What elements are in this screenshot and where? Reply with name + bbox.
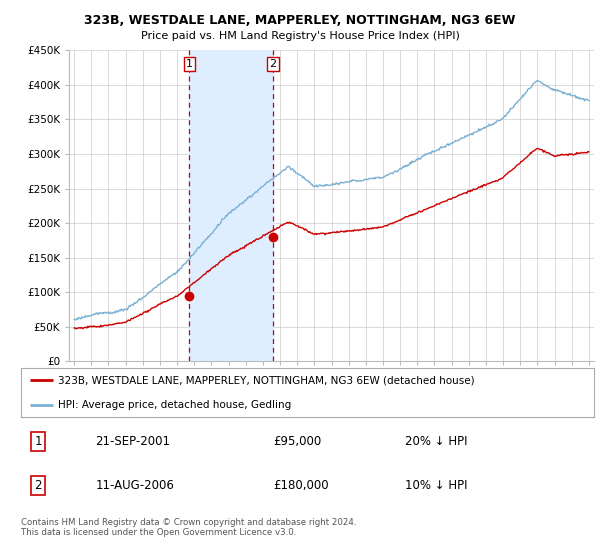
Text: 1: 1 [186, 59, 193, 69]
Text: £180,000: £180,000 [273, 479, 329, 492]
Text: Contains HM Land Registry data © Crown copyright and database right 2024.
This d: Contains HM Land Registry data © Crown c… [21, 518, 356, 538]
Text: 11-AUG-2006: 11-AUG-2006 [95, 479, 175, 492]
Text: 20% ↓ HPI: 20% ↓ HPI [405, 435, 467, 449]
Text: 1: 1 [34, 435, 42, 449]
Text: 10% ↓ HPI: 10% ↓ HPI [405, 479, 467, 492]
Text: HPI: Average price, detached house, Gedling: HPI: Average price, detached house, Gedl… [58, 400, 292, 410]
Text: 323B, WESTDALE LANE, MAPPERLEY, NOTTINGHAM, NG3 6EW: 323B, WESTDALE LANE, MAPPERLEY, NOTTINGH… [85, 14, 515, 27]
Text: £95,000: £95,000 [273, 435, 322, 449]
Text: Price paid vs. HM Land Registry's House Price Index (HPI): Price paid vs. HM Land Registry's House … [140, 31, 460, 41]
Text: 21-SEP-2001: 21-SEP-2001 [95, 435, 170, 449]
Text: 2: 2 [34, 479, 42, 492]
Text: 323B, WESTDALE LANE, MAPPERLEY, NOTTINGHAM, NG3 6EW (detached house): 323B, WESTDALE LANE, MAPPERLEY, NOTTINGH… [58, 375, 475, 385]
Text: 2: 2 [269, 59, 277, 69]
Bar [190, 50, 273, 361]
